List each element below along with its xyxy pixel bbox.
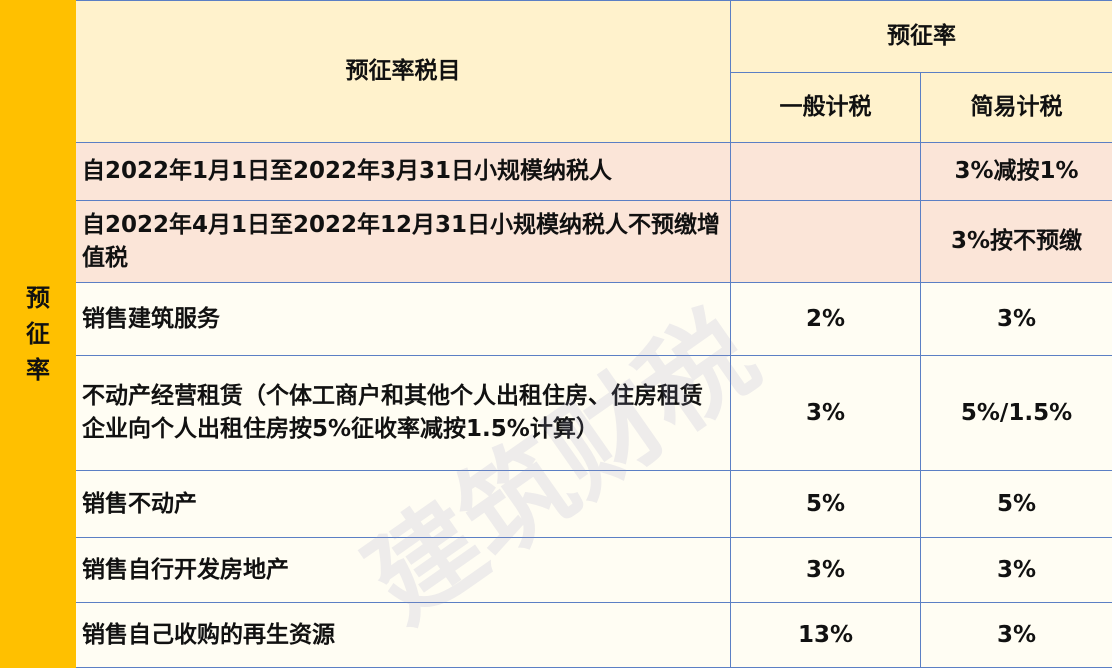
row-general: 2%: [731, 283, 921, 356]
row-general: 3%: [731, 356, 921, 471]
row-item: 销售自己收购的再生资源: [76, 603, 731, 668]
row-general: [731, 201, 921, 283]
row-simple: 3%: [921, 538, 1112, 603]
row-simple: 5%: [921, 471, 1112, 538]
row-item: 销售不动产: [76, 471, 731, 538]
table-row: 销售不动产 5% 5%: [1, 471, 1112, 538]
row-item: 自2022年1月1日至2022年3月31日小规模纳税人: [76, 143, 731, 201]
table-row: 销售建筑服务 2% 3%: [1, 283, 1112, 356]
table-row: 自2022年1月1日至2022年3月31日小规模纳税人 3%减按1%: [1, 143, 1112, 201]
row-item: 销售建筑服务: [76, 283, 731, 356]
header-simple: 简易计税: [921, 73, 1112, 143]
table-row: 销售自行开发房地产 3% 3%: [1, 538, 1112, 603]
side-label: 预征率: [1, 1, 76, 668]
row-simple: 3%按不预缴: [921, 201, 1112, 283]
table-row: 销售自己收购的再生资源 13% 3%: [1, 603, 1112, 668]
row-simple: 5%/1.5%: [921, 356, 1112, 471]
row-general: 13%: [731, 603, 921, 668]
row-simple: 3%: [921, 283, 1112, 356]
header-general: 一般计税: [731, 73, 921, 143]
row-simple: 3%减按1%: [921, 143, 1112, 201]
row-general: [731, 143, 921, 201]
row-general: 5%: [731, 471, 921, 538]
row-simple: 3%: [921, 603, 1112, 668]
side-label-text: 预征率: [25, 280, 51, 388]
row-item: 不动产经营租赁（个体工商户和其他个人出租住房、住房租赁企业向个人出租住房按5%征…: [76, 356, 731, 471]
row-item: 自2022年4月1日至2022年12月31日小规模纳税人不预缴增值税: [76, 201, 731, 283]
header-rate-group: 预征率: [731, 1, 1112, 73]
table-row: 不动产经营租赁（个体工商户和其他个人出租住房、住房租赁企业向个人出租住房按5%征…: [1, 356, 1112, 471]
table-row: 自2022年4月1日至2022年12月31日小规模纳税人不预缴增值税 3%按不预…: [1, 201, 1112, 283]
header-item: 预征率税目: [76, 1, 731, 143]
row-general: 3%: [731, 538, 921, 603]
row-item: 销售自行开发房地产: [76, 538, 731, 603]
